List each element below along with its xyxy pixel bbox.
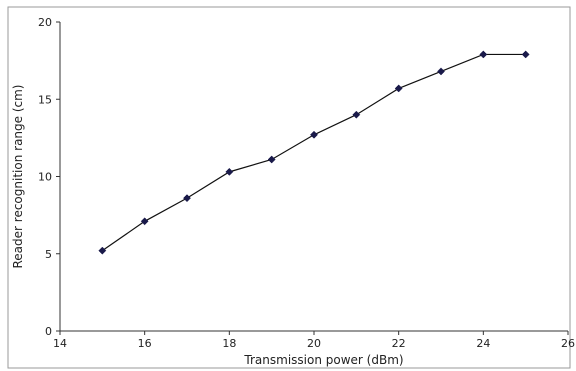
y-tick-label: 20 [38, 16, 52, 29]
x-tick-label: 26 [561, 337, 575, 350]
data-point-marker [394, 84, 403, 93]
y-axis-label: Reader recognition range (cm) [11, 85, 25, 269]
data-point-marker [183, 194, 191, 203]
data-point-marker [267, 155, 276, 164]
data-point-marker [521, 50, 530, 59]
y-axis: 0 5 10 15 20 [38, 16, 61, 338]
x-tick-label: 16 [138, 337, 152, 350]
data-point-marker [352, 110, 361, 119]
y-tick-label: 0 [45, 325, 52, 338]
data-point-marker [98, 246, 107, 255]
x-tick-label: 18 [222, 337, 236, 350]
x-tick-label: 20 [307, 337, 321, 350]
x-tick-label: 24 [476, 337, 490, 350]
x-axis-label: Transmission power (dBm) [243, 353, 403, 367]
data-point-marker [479, 50, 488, 59]
y-tick-label: 15 [38, 93, 52, 106]
y-tick-label: 10 [38, 171, 52, 184]
y-tick-label: 5 [45, 248, 52, 261]
series-line [101, 53, 526, 252]
x-axis: 14 16 18 20 22 24 26 [53, 330, 575, 350]
data-point-marker [225, 167, 234, 176]
x-tick-label: 14 [53, 337, 67, 350]
data-point-marker [310, 130, 318, 139]
series-group [98, 50, 530, 255]
data-point-marker [140, 217, 149, 226]
data-point-marker [437, 67, 445, 76]
x-tick-label: 22 [392, 337, 406, 350]
plot-frame [7, 6, 571, 369]
